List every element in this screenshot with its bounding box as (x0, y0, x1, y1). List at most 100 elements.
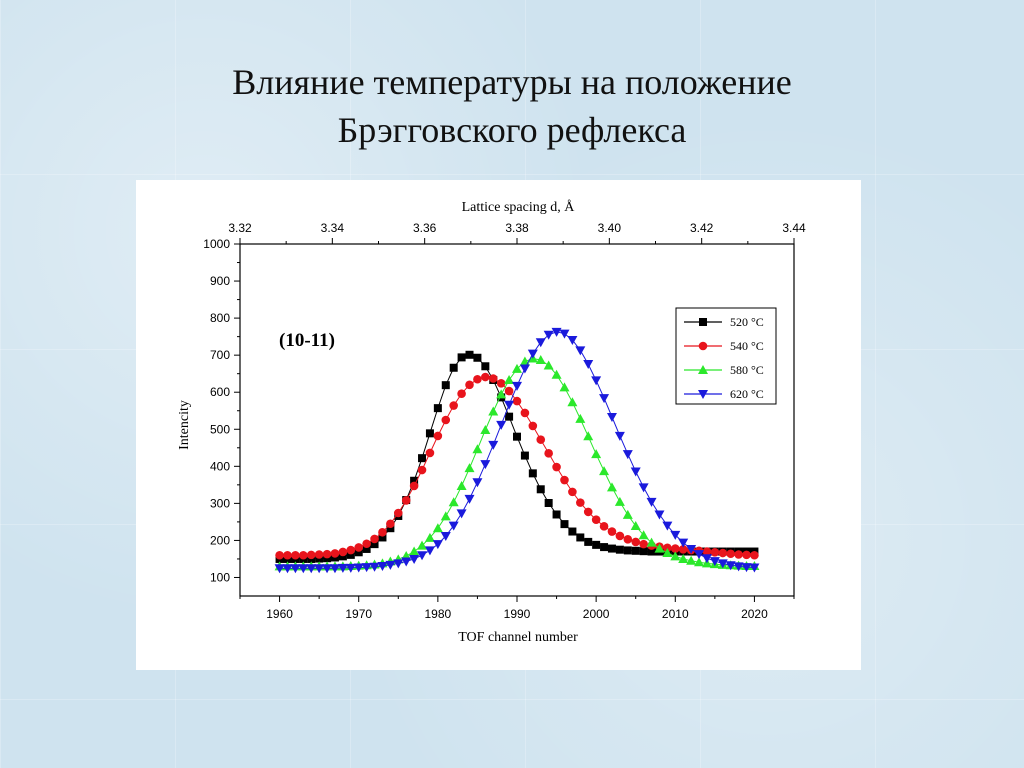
data-point (607, 544, 616, 553)
data-point (551, 369, 562, 379)
data-point (370, 534, 379, 544)
legend-item: 540 °C (684, 339, 764, 353)
y-tick-label: 100 (210, 570, 230, 584)
data-point (520, 451, 529, 460)
data-point (647, 547, 656, 556)
legend-label: 520 °C (730, 315, 764, 329)
data-point (401, 557, 412, 567)
data-point (393, 508, 403, 518)
y-tick-label: 700 (210, 348, 230, 362)
data-point (575, 413, 586, 423)
data-point (544, 449, 553, 458)
data-point (631, 537, 641, 547)
data-point (322, 564, 333, 574)
data-point (742, 550, 751, 560)
data-point (599, 466, 610, 476)
data-point (386, 519, 395, 529)
data-point (329, 564, 340, 574)
x-tick-label: 1960 (266, 607, 293, 621)
data-point (456, 480, 467, 490)
data-point (385, 560, 396, 570)
y-axis-label: Intencity (177, 400, 192, 450)
top-tick-label: 3.42 (690, 221, 714, 235)
data-point (417, 551, 428, 561)
data-point (584, 537, 593, 546)
data-point (465, 350, 474, 359)
data-point (536, 435, 546, 444)
data-point (512, 363, 522, 373)
data-point (424, 546, 435, 556)
data-point (528, 421, 538, 431)
peak-annotation: (10-11) (279, 330, 335, 351)
data-point (559, 382, 570, 392)
data-point (275, 550, 284, 560)
slide-title: Влияние температуры на положение Брэггов… (0, 58, 1024, 154)
data-point (678, 545, 688, 554)
data-point (465, 380, 474, 390)
data-point (575, 346, 586, 356)
x-tick-label: 1970 (345, 607, 372, 621)
slide-title-line-1: Влияние температуры на положение (232, 62, 792, 102)
data-point (369, 562, 380, 572)
data-point (401, 496, 411, 505)
data-point (639, 539, 648, 549)
legend: 520 °C 540 °C 580 °C 620 °C (675, 307, 777, 405)
data-point (519, 364, 530, 374)
data-point (410, 476, 419, 485)
legend-label: 620 °C (730, 387, 764, 401)
data-point (496, 379, 506, 388)
data-point (701, 554, 712, 564)
x-tick-label: 2000 (583, 607, 610, 621)
data-point (614, 496, 625, 506)
y-tick-label: 900 (210, 274, 230, 288)
data-point (473, 353, 482, 362)
data-point (670, 544, 680, 553)
y-tick-label: 200 (210, 533, 230, 547)
y-tick-label: 400 (210, 459, 230, 473)
data-point (377, 561, 388, 571)
data-point (544, 498, 553, 507)
data-point (663, 543, 672, 553)
data-point (662, 521, 673, 531)
data-point (591, 515, 601, 524)
data-point (496, 420, 507, 430)
data-point (568, 487, 577, 497)
x-axis-label: TOF channel number (458, 630, 578, 645)
data-point (615, 531, 625, 541)
data-point (480, 460, 491, 470)
data-point (520, 408, 530, 418)
data-point (552, 462, 561, 472)
data-point (576, 498, 585, 507)
data-point (362, 539, 371, 549)
data-point (646, 537, 657, 547)
data-point (535, 354, 546, 364)
y-tick-label: 500 (210, 422, 230, 436)
data-point (646, 497, 657, 507)
data-point (481, 372, 490, 382)
data-point (393, 559, 404, 569)
data-point (536, 485, 545, 494)
data-point (290, 564, 301, 574)
data-point (433, 431, 443, 441)
data-point (543, 330, 554, 340)
legend-item: 580 °C (684, 363, 764, 377)
data-point (314, 550, 324, 559)
data-point (623, 546, 632, 555)
data-point (433, 404, 442, 413)
data-point (354, 543, 364, 552)
slide-title-line-2: Брэгговского рефлекса (337, 110, 687, 150)
data-point (583, 431, 594, 441)
data-point (306, 550, 316, 560)
data-point (654, 510, 665, 520)
legend-label: 580 °C (730, 363, 764, 377)
data-point (432, 523, 443, 533)
data-point (504, 374, 515, 384)
data-point (710, 547, 720, 557)
data-point (298, 564, 309, 574)
y-tick-label: 300 (210, 496, 230, 510)
data-point (440, 531, 451, 541)
data-point (488, 374, 498, 383)
data-point (622, 450, 633, 460)
legend-marker (698, 365, 708, 374)
data-point (686, 544, 697, 554)
